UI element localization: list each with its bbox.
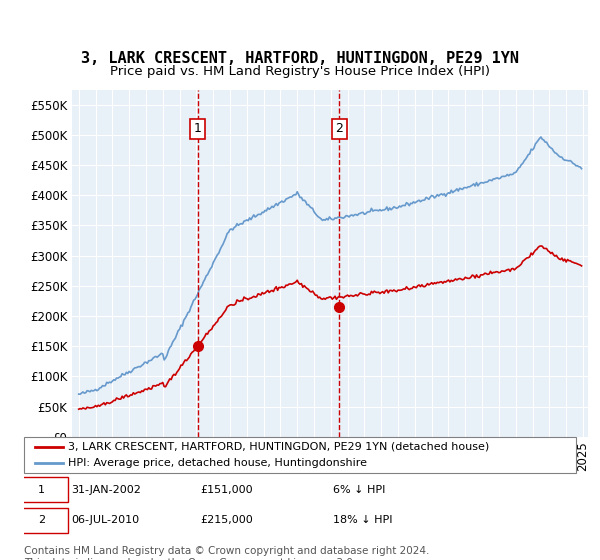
Text: £151,000: £151,000 (200, 484, 253, 494)
Text: 18% ↓ HPI: 18% ↓ HPI (333, 515, 392, 525)
Text: Price paid vs. HM Land Registry's House Price Index (HPI): Price paid vs. HM Land Registry's House … (110, 65, 490, 78)
Text: 2: 2 (38, 515, 45, 525)
Text: 1: 1 (194, 122, 202, 136)
FancyBboxPatch shape (24, 437, 576, 473)
Text: HPI: Average price, detached house, Huntingdonshire: HPI: Average price, detached house, Hunt… (68, 458, 367, 468)
Text: 2: 2 (335, 122, 343, 136)
Text: 06-JUL-2010: 06-JUL-2010 (71, 515, 139, 525)
FancyBboxPatch shape (16, 508, 68, 533)
Text: 31-JAN-2002: 31-JAN-2002 (71, 484, 141, 494)
Text: 3, LARK CRESCENT, HARTFORD, HUNTINGDON, PE29 1YN (detached house): 3, LARK CRESCENT, HARTFORD, HUNTINGDON, … (68, 442, 490, 452)
Text: 6% ↓ HPI: 6% ↓ HPI (333, 484, 385, 494)
FancyBboxPatch shape (16, 477, 68, 502)
Text: Contains HM Land Registry data © Crown copyright and database right 2024.
This d: Contains HM Land Registry data © Crown c… (24, 546, 430, 560)
Text: 3, LARK CRESCENT, HARTFORD, HUNTINGDON, PE29 1YN: 3, LARK CRESCENT, HARTFORD, HUNTINGDON, … (81, 52, 519, 66)
Text: 1: 1 (38, 484, 45, 494)
Text: £215,000: £215,000 (200, 515, 253, 525)
